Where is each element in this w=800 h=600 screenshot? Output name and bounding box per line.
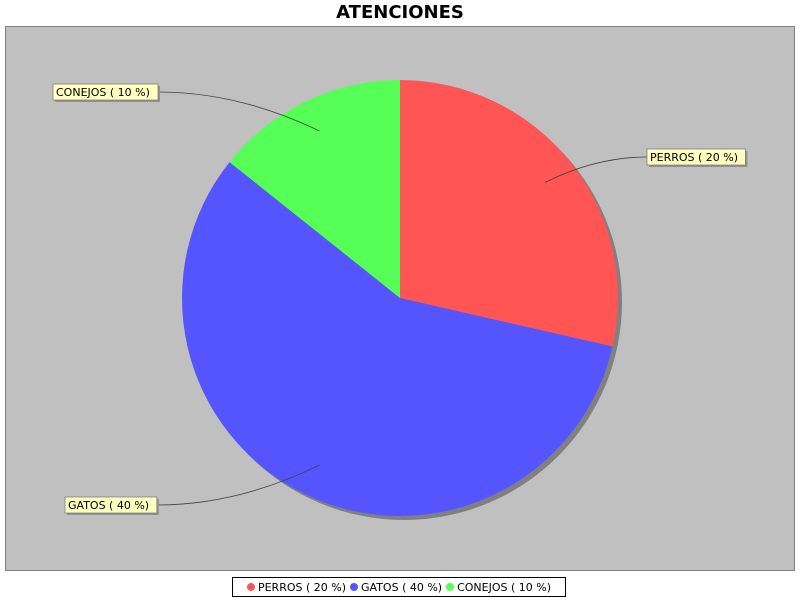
legend-label: CONEJOS ( 10 %) <box>457 580 552 594</box>
legend-entry-gatos: GATOS ( 40 %) <box>350 581 442 594</box>
leader-line-conejos <box>157 91 320 132</box>
slice-label-conejos: CONEJOS ( 10 %) <box>56 86 150 99</box>
slice-label-perros: PERROS ( 20 %) <box>650 151 738 164</box>
slice-label-gatos: GATOS ( 40 %) <box>68 499 149 512</box>
slice-label-box <box>64 496 158 514</box>
pie-slice-perros <box>400 80 618 347</box>
legend-label: PERROS ( 20 %) <box>257 580 347 594</box>
pie-slice-gatos <box>182 162 613 516</box>
chart-title: ATENCIONES <box>336 2 464 23</box>
slice-label-box <box>646 148 746 166</box>
slice-label-box <box>52 83 159 101</box>
legend: PERROS ( 20 %) GATOS ( 40 %) CONEJOS ( 10 … <box>232 577 566 597</box>
legend-label: GATOS ( 40 %) <box>361 580 443 594</box>
leader-line-gatos <box>156 464 320 506</box>
pie-slices <box>182 79 618 516</box>
legend-entry-conejos: CONEJOS ( 10 %) <box>446 581 551 594</box>
legend-swatch <box>350 583 359 591</box>
slice-labels: PERROS ( 20 %) GATOS ( 40 %) CONEJOS ( 10 … <box>52 83 748 515</box>
legend-entry-perros: PERROS ( 20 %) <box>246 580 347 594</box>
leader-line-perros <box>544 156 648 183</box>
pie-slice-conejos <box>229 79 400 298</box>
legend-swatch <box>246 583 255 591</box>
legend-swatch <box>446 583 455 591</box>
